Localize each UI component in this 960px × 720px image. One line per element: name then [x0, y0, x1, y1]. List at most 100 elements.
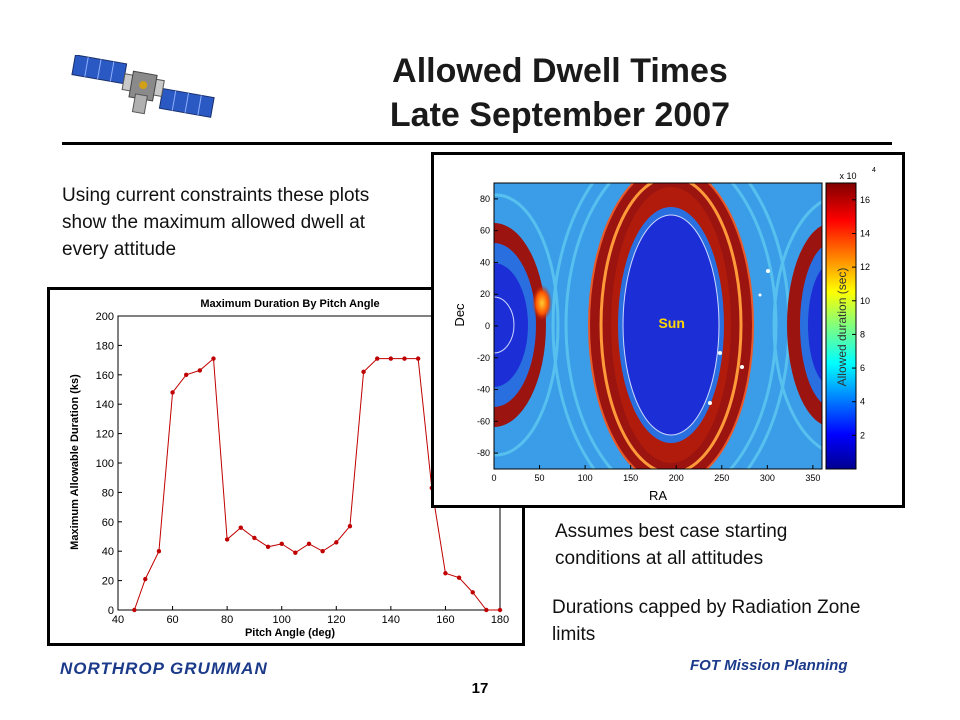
satellite-icon: [71, 55, 215, 118]
x-tick-label: 160: [436, 614, 454, 626]
heatmap-x-tick-label: 50: [535, 473, 545, 483]
data-point: [470, 590, 475, 595]
heatmap-x-tick-label: 350: [805, 473, 820, 483]
y-tick-label: 60: [102, 517, 114, 529]
colorbar-exponent: 4: [872, 167, 876, 174]
radiation-note: Durations capped by Radiation Zone limit…: [552, 597, 861, 645]
colorbar: [825, 182, 857, 470]
title-divider: [62, 142, 892, 145]
data-point: [265, 544, 271, 549]
y-tick-label: 140: [96, 399, 114, 411]
data-point: [197, 368, 203, 373]
heatmap-y-ticks: 80 60 40 20 0 -20 -40 -60 -80: [477, 194, 498, 458]
colorbar-label: Allowed duration (sec): [835, 268, 849, 387]
data-point: [252, 535, 257, 541]
data-point: [184, 372, 189, 377]
y-tick-label: 160: [96, 370, 114, 382]
data-point: [211, 356, 216, 361]
heatmap-y-tick-label: 40: [480, 257, 490, 267]
colorbar-ticks: 2 4 6 8 10 12 14 16: [852, 195, 870, 440]
data-point: [238, 525, 243, 530]
x-axis-label: Pitch Angle (deg): [245, 627, 335, 639]
colorbar-tick-label: 2: [860, 430, 865, 440]
series-points: [132, 356, 503, 613]
data-point: [484, 607, 489, 613]
heatmap-y-tick-label: -60: [477, 416, 490, 426]
heatmap-image: [494, 183, 822, 469]
heatmap-y-axis-label: Dec: [452, 303, 467, 327]
y-tick-label: 80: [102, 487, 114, 499]
colorbar-tick-label: 12: [860, 262, 870, 272]
x-ticks: 40 60 80 100 120 140 160 180: [112, 606, 509, 626]
colorbar-tick-label: 4: [860, 397, 865, 407]
data-point: [224, 537, 230, 542]
colorbar-tick-label: 16: [860, 195, 870, 205]
heatmap-y-tick-label: -40: [477, 385, 490, 395]
data-point: [279, 541, 284, 547]
heatmap-y-tick-label: 80: [480, 194, 490, 204]
sun-annotation: Sun: [658, 315, 684, 331]
y-tick-label: 200: [96, 311, 114, 323]
x-tick-label: 180: [491, 614, 509, 626]
x-tick-label: 80: [221, 614, 233, 626]
colorbar-tick-label: 14: [860, 228, 870, 238]
data-point: [388, 356, 394, 361]
colorbar-multiplier: x 10: [839, 171, 856, 181]
heatmap-y-tick-label: -80: [477, 448, 490, 458]
data-point: [320, 549, 325, 554]
colorbar-tick-label: 10: [860, 296, 870, 306]
heatmap-x-tick-label: 150: [623, 473, 638, 483]
x-tick-label: 140: [382, 614, 400, 626]
best-case-note: Assumes best case starting conditions at…: [555, 521, 788, 569]
heatmap-y-tick-label: 60: [480, 226, 490, 236]
heatmap-x-tick-label: 300: [760, 473, 775, 483]
x-tick-label: 100: [273, 614, 291, 626]
page-number: 17: [471, 680, 489, 697]
colorbar-tick-label: 8: [860, 329, 865, 339]
data-point: [132, 607, 137, 613]
data-point: [156, 549, 162, 554]
chart-title: Maximum Duration By Pitch Angle: [200, 298, 379, 310]
heatmap-y-tick-label: -20: [477, 353, 490, 363]
x-tick-label: 40: [112, 614, 124, 626]
data-point: [402, 356, 407, 361]
y-tick-label: 20: [102, 576, 114, 588]
colorbar-tick-label: 6: [860, 363, 865, 373]
heatmap-x-tick-label: 0: [491, 473, 496, 483]
slide-title-line2: Late September 2007: [389, 96, 731, 134]
slide-title-line1: Allowed Dwell Times: [392, 52, 728, 90]
y-tick-label: 120: [96, 429, 114, 441]
y-tick-label: 180: [96, 340, 114, 352]
heatmap-x-ticks: 0 50 100 150 200 250 300 350: [491, 465, 820, 483]
data-point: [306, 541, 312, 547]
x-tick-label: 120: [327, 614, 345, 626]
data-point: [415, 356, 421, 361]
data-point: [143, 576, 148, 582]
data-point: [361, 369, 366, 375]
logo-text: NORTHROP GRUMMAN: [60, 659, 268, 678]
data-point: [334, 540, 339, 545]
y-tick-label: 40: [102, 546, 114, 558]
y-ticks: 0 20 40 60 80 100 120 140 160 180 200: [96, 311, 122, 617]
y-axis-label: Maximum Allowable Duration (ks): [69, 374, 81, 550]
northrop-grumman-logo: NORTHROP GRUMMAN: [60, 659, 268, 678]
series-line: [133, 357, 500, 611]
data-point: [347, 524, 353, 529]
data-point: [443, 571, 448, 576]
data-point: [170, 390, 175, 395]
dwell-heatmap: Sun 0 50 100 150 200 250 300 350 806040200-20-4…: [452, 167, 876, 503]
y-tick-label: 100: [96, 458, 114, 470]
heatmap-x-tick-label: 250: [714, 473, 729, 483]
heatmap-frame: Sun 0 50 100 150 200 250 300 350 80 60 40 20 0 -20 -4…: [431, 152, 905, 508]
heatmap-x-tick-label: 100: [578, 473, 593, 483]
data-point: [497, 607, 503, 613]
description-text: Using current constraints these plots sh…: [62, 185, 370, 260]
y-tick-label: 0: [108, 605, 114, 617]
heatmap-y-tick-label: 20: [480, 289, 490, 299]
x-tick-label: 60: [166, 614, 178, 626]
footer-mission-planning: FOT Mission Planning: [690, 657, 848, 674]
data-point: [375, 356, 380, 361]
data-point: [293, 550, 298, 555]
data-point: [456, 575, 462, 580]
heatmap-x-tick-label: 200: [669, 473, 684, 483]
